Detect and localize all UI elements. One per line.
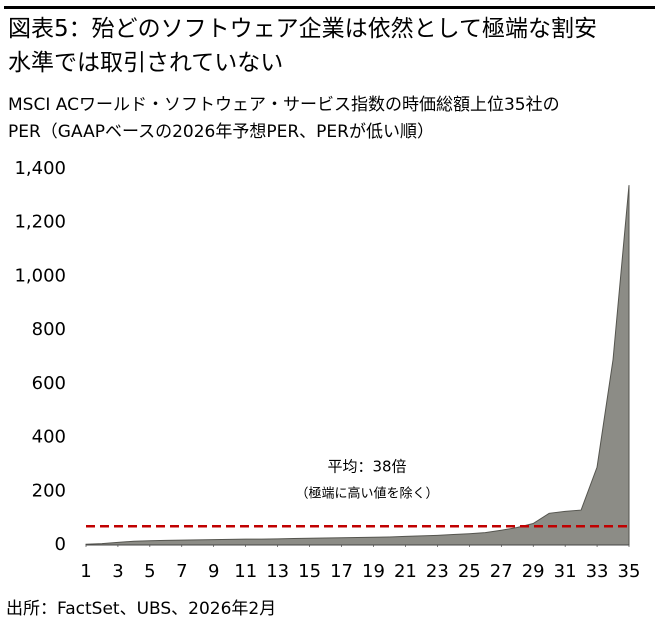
chart-title: 図表5：殆どのソフトウェア企業は依然として極端な割安 水準では取引されていない — [8, 12, 597, 80]
title-line: 水準では取引されていない — [8, 50, 284, 76]
reference-sublabel: （極端に高い値を除く） — [295, 486, 438, 502]
y-tick-label: 800 — [32, 319, 66, 340]
y-tick-label: 200 — [32, 480, 66, 501]
x-tick-label: 31 — [554, 561, 577, 582]
y-tick-label: 0 — [55, 534, 66, 555]
x-tick-label: 29 — [522, 561, 545, 582]
x-tick-label: 13 — [266, 561, 289, 582]
x-tick-label: 3 — [112, 561, 123, 582]
y-tick-label: 400 — [32, 427, 66, 448]
y-tick-label: 1,200 — [14, 212, 66, 233]
x-tick-label: 1 — [80, 561, 91, 582]
x-tick-label: 25 — [458, 561, 481, 582]
x-tick-label: 35 — [618, 561, 641, 582]
source: 出所：FactSet、UBS、2026年2月 — [6, 599, 277, 619]
y-tick-label: 1,400 — [14, 158, 66, 179]
subtitle-line: MSCI ACワールド・ソフトウェア・サービス指数の時価総額上位35社の — [8, 95, 560, 115]
x-tick-label: 17 — [330, 561, 353, 582]
title-line: 図表5：殆どのソフトウェア企業は依然として極端な割安 — [8, 16, 597, 42]
x-tick-label: 23 — [426, 561, 449, 582]
x-tick-label: 5 — [144, 561, 155, 582]
x-tick-label: 33 — [586, 561, 609, 582]
y-tick-label: 600 — [32, 373, 66, 394]
x-tick-label: 21 — [394, 561, 417, 582]
reference-label: 平均：38倍 — [327, 458, 406, 476]
x-tick-label: 15 — [298, 561, 321, 582]
y-tick-label: 1,000 — [14, 265, 66, 286]
x-tick-label: 7 — [176, 561, 187, 582]
x-tick-label: 11 — [234, 561, 257, 582]
top-rule — [4, 6, 655, 9]
x-tick-label: 19 — [362, 561, 385, 582]
x-tick-label: 27 — [490, 561, 513, 582]
x-tick-label: 9 — [208, 561, 219, 582]
chart-subtitle: MSCI ACワールド・ソフトウェア・サービス指数の時価総額上位35社の PER… — [8, 92, 560, 146]
subtitle-line: PER（GAAPベースの2026年予想PER、PERが低い順） — [8, 122, 434, 142]
area — [85, 185, 630, 546]
